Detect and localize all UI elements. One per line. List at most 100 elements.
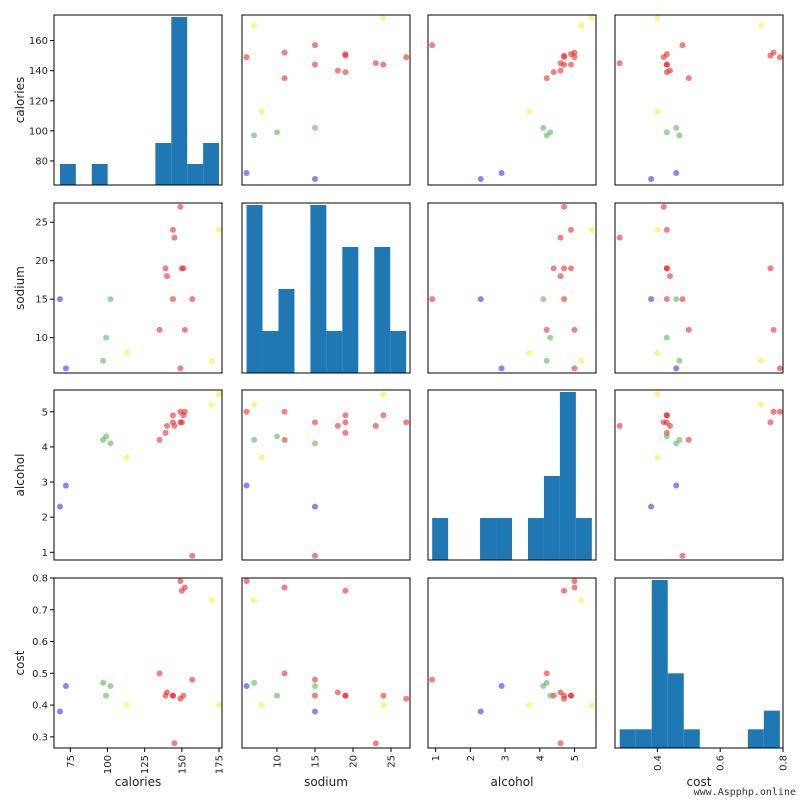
panel-cost-vs-sodium: 10 15 20 25 sodium [241,577,411,789]
watermark: www.Aspphp.online [693,787,796,798]
point-alcohol-sodium-17 [251,401,258,408]
point-alcohol-cost-11 [663,412,670,419]
point-cost-sodium-4 [403,695,410,702]
point-alcohol-cost-12 [663,433,670,440]
y-tick-label: 140 [29,66,48,77]
panel-sodium-vs-alcohol [427,202,597,374]
hist-bar-cost-4 [683,729,700,748]
point-alcohol-calories-7 [177,408,184,415]
point-cost-calories-2 [189,676,196,683]
hist-bar-calories-9 [203,143,220,185]
point-calories-cost-15 [648,175,655,182]
hist-bar-calories-0 [59,164,76,185]
y-tick-label: 5 [42,407,48,418]
point-alcohol-sodium-8 [281,408,288,415]
point-cost-sodium-19 [258,702,265,709]
point-alcohol-sodium-2 [311,552,318,559]
point-sodium-cost-12 [663,334,670,341]
point-alcohol-sodium-11 [380,412,387,419]
point-sodium-calories-4 [177,203,184,210]
point-calories-sodium-4 [403,54,410,61]
point-sodium-calories-0 [169,296,176,303]
point-calories-sodium-12 [273,129,280,136]
y-axis-label-sodium: sodium [13,266,27,310]
y-tick-label: 1 [42,548,48,559]
point-alcohol-sodium-7 [243,408,250,415]
x-tick-label: 175 [215,755,226,774]
point-alcohol-calories-11 [169,412,176,419]
point-cost-sodium-14 [251,679,258,686]
point-cost-sodium-17 [251,597,258,604]
point-alcohol-cost-5 [666,422,673,429]
point-calories-alcohol-10 [557,60,564,67]
point-alcohol-sodium-14 [251,436,258,443]
hist-bar-sodium-1 [262,331,279,373]
point-cost-calories-11 [169,692,176,699]
point-calories-alcohol-7 [571,54,578,61]
point-sodium-calories-11 [169,226,176,233]
point-cost-calories-15 [56,708,63,715]
x-tick-label: 150 [177,755,188,774]
point-calories-cost-8 [770,49,777,56]
y-tick-label: 2 [42,513,48,524]
point-alcohol-sodium-18 [380,391,387,398]
point-sodium-cost-0 [663,296,670,303]
point-alcohol-cost-7 [776,408,783,415]
y-tick-label: 0.3 [32,732,48,743]
point-sodium-alcohol-5 [557,273,564,280]
point-cost-sodium-10 [372,740,379,747]
point-calories-cost-12 [663,129,670,136]
point-sodium-calories-19 [123,350,130,356]
point-calories-alcohol-2 [429,42,436,49]
point-sodium-calories-15 [56,296,63,303]
point-alcohol-sodium-15 [311,503,318,510]
point-alcohol-cost-2 [679,552,686,559]
point-sodium-cost-16 [673,365,680,372]
point-sodium-calories-8 [181,326,188,333]
y-tick-label: 0.7 [32,605,48,616]
x-tick-label: 2 [466,755,477,761]
y-axis-label-cost: cost [13,650,27,675]
point-sodium-alcohol-17 [578,357,585,364]
y-axis-label-calories: calories [13,77,27,124]
hist-bar-sodium-0 [246,205,263,373]
x-tick-label: 10 [272,755,283,768]
point-sodium-cost-18 [654,226,661,233]
point-sodium-cost-9 [663,265,670,272]
point-cost-sodium-3 [281,670,288,677]
panel-frame [427,389,597,561]
point-calories-alcohol-8 [571,49,578,56]
point-calories-alcohol-9 [550,69,557,76]
panel-frame [241,14,411,186]
point-alcohol-cost-16 [673,482,680,489]
hist-bar-cost-0 [619,729,636,748]
point-sodium-cost-2 [679,296,686,303]
point-cost-alcohol-8 [571,584,578,591]
point-cost-calories-14 [100,679,107,686]
point-alcohol-calories-19 [123,454,130,461]
point-cost-sodium-13 [311,683,318,690]
point-sodium-calories-16 [62,365,69,372]
hist-bar-sodium-6 [342,247,359,373]
point-cost-alcohol-5 [557,689,564,696]
x-tick-label: 0.6 [716,755,727,771]
point-sodium-calories-14 [100,357,107,364]
point-alcohol-calories-13 [107,440,114,447]
point-calories-sodium-5 [334,67,341,74]
point-cost-alcohol-12 [547,692,554,699]
point-calories-alcohol-6 [561,52,568,59]
x-tick-label: 75 [66,755,77,768]
y-tick-label: 100 [29,126,48,137]
point-cost-calories-18 [216,702,223,709]
point-cost-alcohol-19 [526,702,533,709]
point-alcohol-cost-4 [660,419,667,426]
hist-bar-cost-1 [635,729,652,748]
hist-bar-cost-9 [763,710,780,748]
point-sodium-calories-17 [208,357,215,364]
point-sodium-calories-2 [189,296,196,303]
point-sodium-alcohol-8 [571,326,578,333]
point-calories-alcohol-19 [526,108,533,115]
point-sodium-alcohol-1 [568,265,575,272]
point-alcohol-calories-9 [162,429,169,436]
